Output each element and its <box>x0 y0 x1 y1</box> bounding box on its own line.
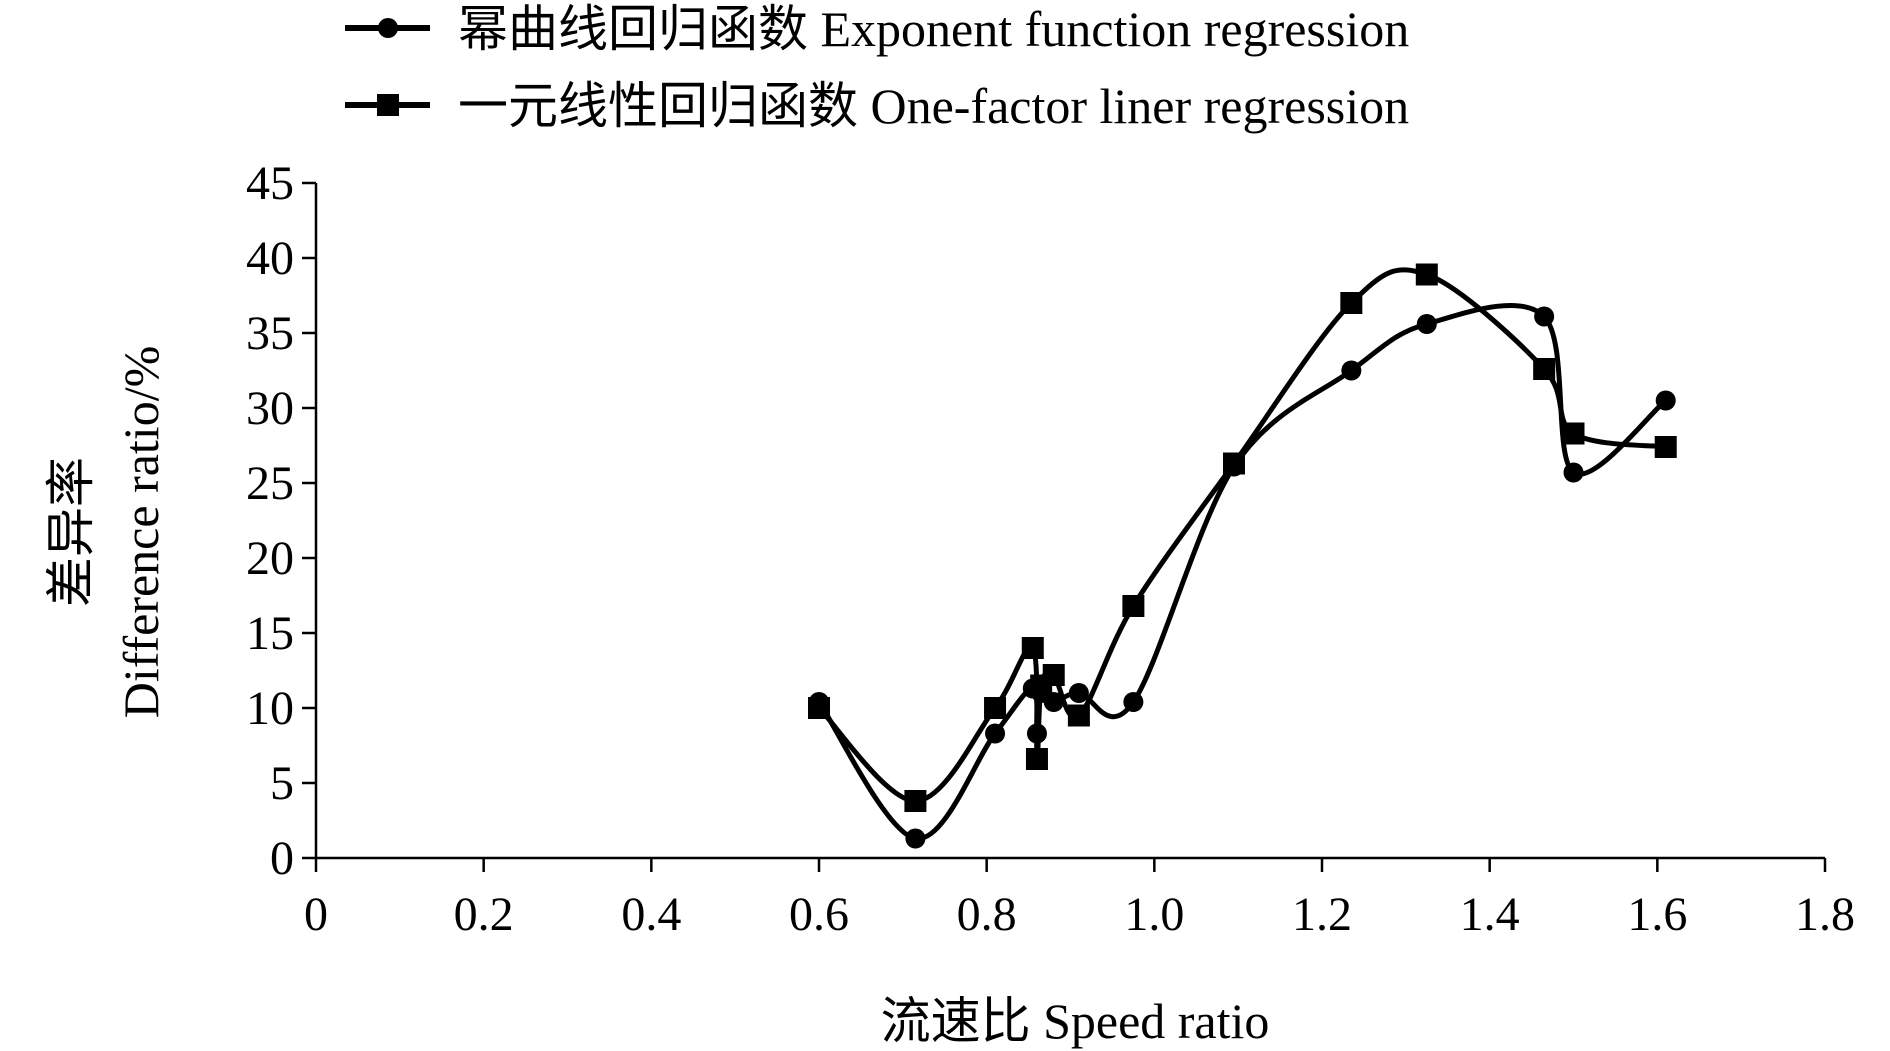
y-tick-label: 40 <box>246 232 294 285</box>
data-point-circle <box>985 723 1006 744</box>
legend-marker-square <box>377 94 399 116</box>
legend: 幂曲线回归函数 Exponent function regression 一元线… <box>345 1 1409 134</box>
data-point-square <box>808 697 830 719</box>
data-point-circle <box>1655 390 1676 411</box>
x-tick-label: 1.2 <box>1292 888 1352 941</box>
data-point-circle <box>1416 314 1437 334</box>
data-point-square <box>1021 637 1044 659</box>
data-point-square <box>1415 263 1438 286</box>
data-point-square <box>1340 292 1363 314</box>
data-point-circle <box>1043 692 1064 712</box>
x-tick-label: 0.6 <box>789 888 849 941</box>
data-point-circle <box>1341 360 1362 381</box>
y-tick-label: 35 <box>246 307 294 360</box>
x-tick-label: 1.0 <box>1124 888 1184 941</box>
data-point-square <box>1562 422 1585 445</box>
data-point-square <box>1654 436 1677 458</box>
y-tick-label: 25 <box>246 457 294 510</box>
y-ticks: 0 5 10 15 20 25 30 35 40 45 <box>246 157 316 885</box>
y-tick-label: 30 <box>246 382 294 435</box>
legend-entry-exponent: 幂曲线回归函数 Exponent function regression <box>345 1 1409 57</box>
data-point-square <box>1222 452 1245 475</box>
series-line <box>816 302 1668 842</box>
y-axis-title: 差异率 Difference ratio/% <box>43 346 169 719</box>
y-tick-label: 0 <box>270 832 294 885</box>
series-linear <box>808 263 1677 812</box>
data-point-square <box>1042 664 1065 686</box>
data-point-circle <box>1563 462 1584 483</box>
legend-entry-linear: 一元线性回归函数 One-factor liner regression <box>345 78 1409 134</box>
x-axis-title: 流速比 Speed ratio <box>881 993 1270 1049</box>
y-tick-label: 20 <box>246 532 294 585</box>
y-tick-label: 10 <box>246 682 294 735</box>
data-point-square <box>904 790 927 812</box>
legend-label-linear: 一元线性回归函数 One-factor liner regression <box>458 78 1409 134</box>
x-tick-label: 0 <box>304 888 328 941</box>
legend-marker-circle <box>378 18 398 38</box>
y-tick-label: 5 <box>270 757 294 810</box>
x-tick-label: 1.6 <box>1627 888 1687 941</box>
data-point-square <box>1067 704 1090 727</box>
data-point-square <box>984 697 1007 719</box>
series-exponent <box>809 302 1676 849</box>
data-point-circle <box>1534 306 1555 327</box>
y-axis-title-en: Difference ratio/% <box>113 346 169 719</box>
data-point-square <box>1122 595 1145 617</box>
x-tick-label: 0.8 <box>957 888 1017 941</box>
series-layer <box>808 263 1677 849</box>
y-tick-label: 45 <box>246 157 294 210</box>
y-tick-label: 15 <box>246 607 294 660</box>
x-tick-label: 1.8 <box>1795 888 1855 941</box>
y-axis-title-cn: 差异率 <box>43 457 99 607</box>
data-point-circle <box>1068 683 1089 703</box>
x-tick-label: 1.4 <box>1460 888 1520 941</box>
axes: 0 5 10 15 20 25 30 35 40 45 0 0.2 0.4 0.6 0.8 1.0 1.2 1.… <box>246 157 1855 941</box>
x-ticks: 0 0.2 0.4 0.6 0.8 1.0 1.2 1.4 1.6 1.8 <box>304 858 1855 941</box>
data-point-square <box>1025 748 1048 770</box>
x-tick-label: 0.2 <box>454 888 514 941</box>
series-line <box>817 267 1667 804</box>
data-point-square <box>1533 358 1556 380</box>
x-tick-label: 0.4 <box>621 888 681 941</box>
data-point-circle <box>905 828 926 849</box>
data-point-circle <box>1123 692 1144 712</box>
legend-label-exponent: 幂曲线回归函数 Exponent function regression <box>458 1 1409 57</box>
